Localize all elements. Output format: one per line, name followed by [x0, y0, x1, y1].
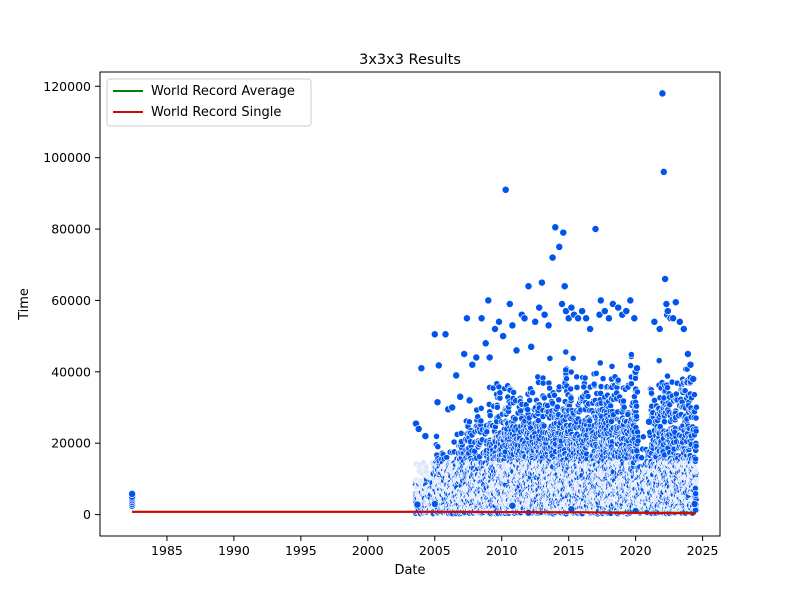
data-point [632, 374, 639, 382]
data-point [569, 354, 577, 362]
data-point [540, 422, 548, 430]
data-point [584, 392, 592, 400]
data-point [567, 394, 575, 402]
data-point [511, 415, 519, 423]
data-point [580, 383, 588, 391]
data-point [433, 432, 440, 440]
data-point [471, 447, 478, 455]
data-point [638, 454, 645, 462]
data-point [661, 418, 668, 425]
data-point [477, 404, 485, 412]
data-point [660, 394, 668, 402]
data-point [434, 443, 442, 451]
data-point [634, 388, 641, 396]
data-point [465, 418, 473, 426]
data-point [495, 383, 503, 391]
data-point-dense [420, 459, 427, 466]
data-point [457, 429, 465, 437]
data-point [628, 380, 635, 388]
data-point [526, 396, 533, 404]
data-point [562, 348, 570, 356]
chart-title: 3x3x3 Results [359, 52, 461, 68]
data-point [599, 375, 607, 382]
data-point [639, 433, 647, 441]
data-point [592, 369, 600, 377]
data-point [614, 376, 622, 384]
data-point [664, 384, 671, 391]
data-point [620, 403, 628, 411]
data-point [539, 379, 547, 387]
data-point [633, 447, 641, 455]
data-point [627, 362, 634, 369]
data-point [567, 368, 575, 376]
data-point [529, 389, 536, 397]
data-point [483, 428, 491, 436]
data-point [596, 359, 604, 367]
data-point [524, 406, 532, 413]
data-point [590, 380, 598, 388]
data-point [573, 383, 581, 391]
data-point [581, 374, 589, 382]
data-point [620, 397, 627, 405]
data-point [608, 417, 615, 425]
data-point [486, 412, 494, 419]
data-point [633, 412, 640, 420]
data-point [567, 385, 574, 393]
data-point [586, 417, 593, 425]
data-point [573, 373, 581, 381]
data-point [633, 402, 640, 410]
density-layer [412, 348, 700, 518]
data-point [634, 437, 642, 445]
data-point [450, 438, 458, 446]
data-point [554, 403, 561, 411]
data-point [628, 351, 635, 358]
data-point [493, 403, 501, 411]
data-point [655, 357, 663, 364]
data-point [540, 394, 548, 402]
data-point [608, 362, 616, 370]
data-point [648, 389, 655, 397]
data-point [555, 396, 563, 404]
data-point [546, 354, 554, 362]
data-point [510, 388, 517, 396]
data-point [477, 417, 485, 425]
data-point [563, 375, 570, 383]
data-point [664, 372, 671, 380]
